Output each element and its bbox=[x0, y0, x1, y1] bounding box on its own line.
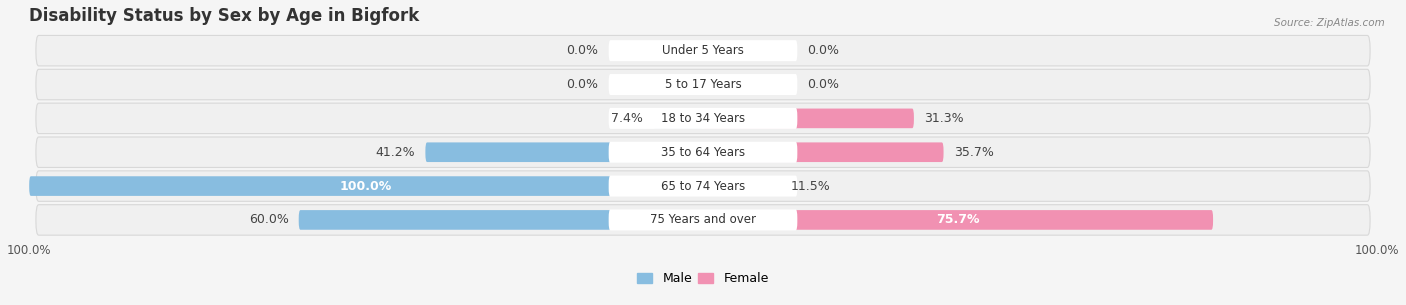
Text: 0.0%: 0.0% bbox=[567, 78, 599, 91]
FancyBboxPatch shape bbox=[609, 40, 797, 61]
FancyBboxPatch shape bbox=[426, 142, 703, 162]
FancyBboxPatch shape bbox=[703, 142, 943, 162]
Text: 60.0%: 60.0% bbox=[249, 214, 288, 226]
Text: 100.0%: 100.0% bbox=[340, 180, 392, 192]
Legend: Male, Female: Male, Female bbox=[633, 267, 773, 290]
Text: 31.3%: 31.3% bbox=[924, 112, 963, 125]
FancyBboxPatch shape bbox=[37, 137, 1369, 167]
FancyBboxPatch shape bbox=[298, 210, 703, 230]
Text: Source: ZipAtlas.com: Source: ZipAtlas.com bbox=[1274, 18, 1385, 28]
Text: 5 to 17 Years: 5 to 17 Years bbox=[665, 78, 741, 91]
Text: 65 to 74 Years: 65 to 74 Years bbox=[661, 180, 745, 192]
Text: 11.5%: 11.5% bbox=[790, 180, 831, 192]
FancyBboxPatch shape bbox=[654, 109, 703, 128]
Text: Disability Status by Sex by Age in Bigfork: Disability Status by Sex by Age in Bigfo… bbox=[30, 7, 419, 25]
FancyBboxPatch shape bbox=[609, 142, 797, 163]
Text: 0.0%: 0.0% bbox=[807, 78, 839, 91]
Text: 0.0%: 0.0% bbox=[567, 44, 599, 57]
Text: 7.4%: 7.4% bbox=[612, 112, 643, 125]
FancyBboxPatch shape bbox=[37, 35, 1369, 66]
FancyBboxPatch shape bbox=[37, 103, 1369, 134]
FancyBboxPatch shape bbox=[609, 74, 797, 95]
Text: 35.7%: 35.7% bbox=[953, 146, 994, 159]
FancyBboxPatch shape bbox=[30, 176, 703, 196]
FancyBboxPatch shape bbox=[37, 205, 1369, 235]
FancyBboxPatch shape bbox=[609, 210, 797, 230]
FancyBboxPatch shape bbox=[609, 176, 797, 196]
FancyBboxPatch shape bbox=[703, 176, 780, 196]
Text: 0.0%: 0.0% bbox=[807, 44, 839, 57]
Text: 18 to 34 Years: 18 to 34 Years bbox=[661, 112, 745, 125]
Text: 41.2%: 41.2% bbox=[375, 146, 415, 159]
FancyBboxPatch shape bbox=[703, 210, 1213, 230]
FancyBboxPatch shape bbox=[37, 69, 1369, 100]
Text: 35 to 64 Years: 35 to 64 Years bbox=[661, 146, 745, 159]
Text: Under 5 Years: Under 5 Years bbox=[662, 44, 744, 57]
FancyBboxPatch shape bbox=[609, 108, 797, 129]
FancyBboxPatch shape bbox=[37, 171, 1369, 201]
FancyBboxPatch shape bbox=[703, 109, 914, 128]
Text: 75.7%: 75.7% bbox=[936, 214, 980, 226]
Text: 75 Years and over: 75 Years and over bbox=[650, 214, 756, 226]
